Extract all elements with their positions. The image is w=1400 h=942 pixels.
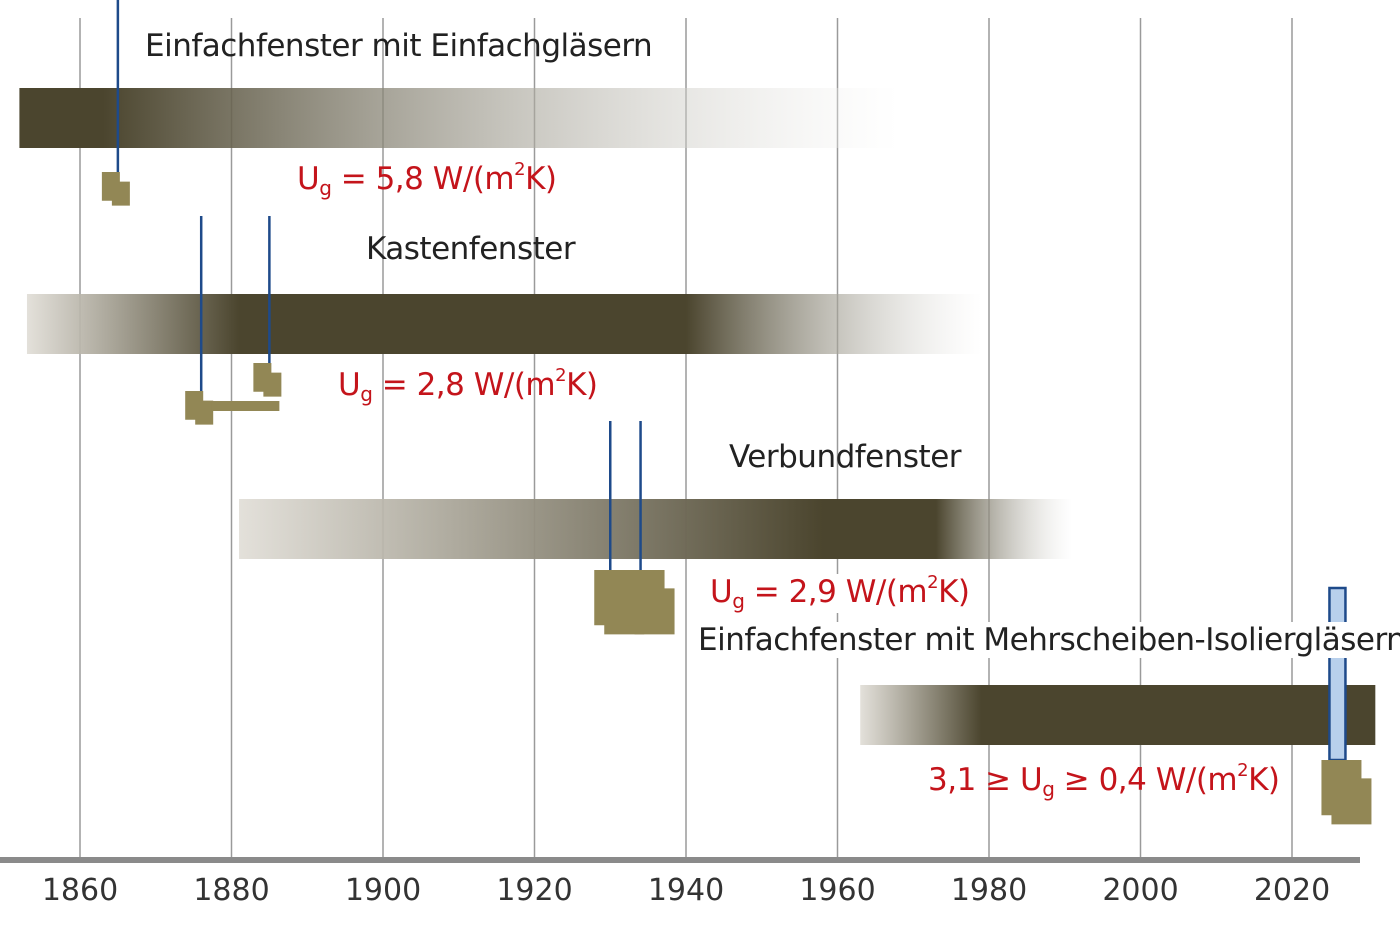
- window-marker-connector: [211, 401, 280, 411]
- ug-value-isolierglas: 3,1 ≥ Ug ≥ 0,4 W/(m2K): [928, 760, 1280, 802]
- series-label-kastenfenster: Kastenfenster: [366, 231, 576, 267]
- tick-label-2020: 2020: [1253, 873, 1331, 908]
- tick-label-1900: 1900: [344, 873, 422, 908]
- bar-2: [26, 294, 982, 354]
- tick-label-1940: 1940: [647, 873, 725, 908]
- tick-label-1980: 1980: [950, 873, 1028, 908]
- ug-value-verbundfenster: Ug = 2,9 W/(m2K): [710, 572, 970, 613]
- window-marker-icon: [185, 391, 214, 425]
- window-marker-icon: [253, 363, 282, 397]
- tick-label-1960: 1960: [799, 873, 876, 908]
- bar-4: [860, 685, 1376, 745]
- bar-1: [19, 88, 899, 148]
- window-marker-icon: [101, 172, 130, 206]
- pin-4: [1328, 586, 1347, 762]
- tick-label-1880: 1880: [193, 873, 270, 908]
- tick-label-1920: 1920: [496, 873, 573, 908]
- ug-value-kastenfenster: Ug = 2,8 W/(m2K): [338, 365, 598, 407]
- tick-label-2000: 2000: [1102, 873, 1179, 908]
- bar-3: [239, 499, 1073, 559]
- tick-label-1860: 1860: [41, 873, 119, 908]
- series-label-isolierglas: Einfachfenster mit Mehrscheiben-Isolierg…: [698, 622, 1400, 658]
- window-marker-icon: [1321, 760, 1372, 825]
- series-label-einfachglas: Einfachfenster mit Einfachgläsern: [145, 28, 653, 64]
- series-label-verbundfenster: Verbundfenster: [729, 439, 962, 475]
- ug-value-einfachglas: Ug = 5,8 W/(m2K): [297, 159, 557, 201]
- window-marker-icon: [624, 570, 675, 635]
